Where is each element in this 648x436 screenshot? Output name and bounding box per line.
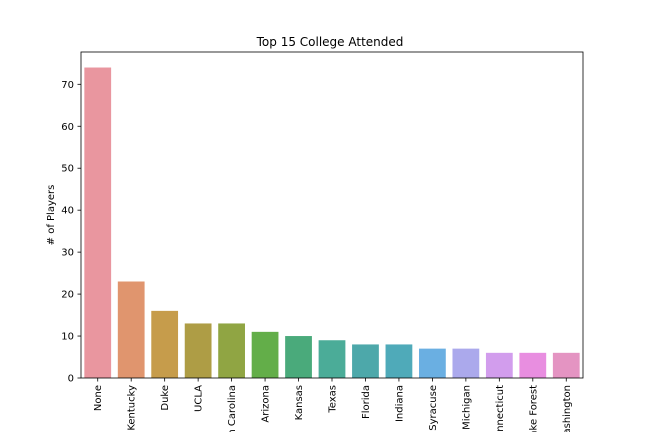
x-tick-label: Kansas xyxy=(294,385,305,420)
bar-connecticut xyxy=(485,352,513,378)
x-tick-label: Duke xyxy=(160,385,171,411)
y-tick-label: 20 xyxy=(61,290,74,301)
bar-syracuse xyxy=(419,348,446,378)
bar-wake-forest xyxy=(519,352,547,378)
bar-arizona xyxy=(251,331,279,378)
y-tick-label: 10 xyxy=(61,332,74,343)
y-tick-label: 0 xyxy=(68,374,74,385)
bar-ucla xyxy=(184,323,212,378)
bar-florida xyxy=(352,344,379,378)
y-tick-label: 70 xyxy=(61,80,74,91)
x-tick-label: Indiana xyxy=(394,385,405,422)
plot-frame xyxy=(80,51,584,379)
bars-group xyxy=(84,67,580,379)
y-tick-label: 30 xyxy=(61,248,74,259)
x-tick-label: Arizona xyxy=(261,385,272,423)
bar-indiana xyxy=(385,344,413,378)
bar-duke xyxy=(151,310,179,378)
x-tick-label: Washington xyxy=(562,385,573,432)
y-tick-label: 50 xyxy=(61,164,74,175)
x-tick-label: Connecticut xyxy=(495,385,506,432)
chart-title: Top 15 College Attended xyxy=(256,35,404,49)
bar-none xyxy=(84,67,112,379)
y-axis-label: # of Players xyxy=(46,185,57,246)
x-tick-label: Florida xyxy=(361,385,372,419)
x-tick-label: North Carolina xyxy=(227,385,238,432)
bar-north-carolina xyxy=(218,323,245,378)
plot-area: 0 10 20 30 40 50 60 70 None Kentucky Duke UCLA Nort… xyxy=(61,51,584,432)
bar-kansas xyxy=(285,336,312,378)
x-tick-label: None xyxy=(93,385,104,411)
x-tick-label: Kentucky xyxy=(127,385,138,431)
y-axis-ticks: 0 10 20 30 40 50 60 70 xyxy=(61,80,81,385)
x-tick-label: Syracuse xyxy=(428,385,439,431)
x-tick-label: Wake Forest xyxy=(528,385,539,432)
bar-washington xyxy=(552,352,580,378)
bar-michigan xyxy=(452,348,480,378)
x-tick-label: UCLA xyxy=(194,385,205,412)
x-tick-label: Michigan xyxy=(461,385,472,430)
bar-texas xyxy=(318,340,346,378)
y-tick-label: 40 xyxy=(61,206,74,217)
x-axis-ticks: None Kentucky Duke UCLA North Carolina Arizon… xyxy=(93,378,573,432)
bar-kentucky xyxy=(117,281,145,378)
x-tick-label: Texas xyxy=(328,385,339,414)
y-tick-label: 60 xyxy=(61,122,74,133)
